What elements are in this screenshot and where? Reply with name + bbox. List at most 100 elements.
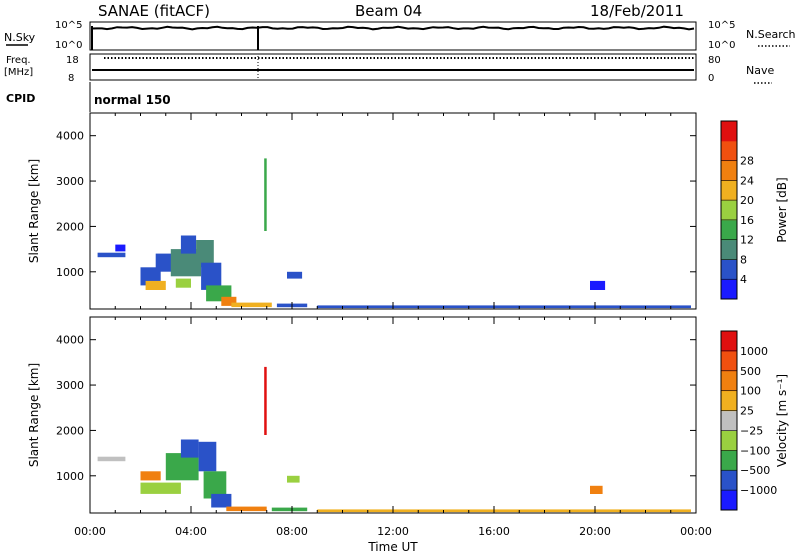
velocity-data-region: [140, 482, 181, 494]
nsky-panel-frame: [89, 21, 697, 51]
colorbar-swatch: [721, 140, 737, 162]
y-axis-title: Slant Range [km]: [27, 159, 41, 263]
freq-top-tick: 18: [66, 55, 79, 66]
power-data-region: [175, 278, 191, 288]
power-data-region: [140, 267, 161, 286]
colorbar-swatch: [721, 470, 737, 491]
colorbar-swatch: [721, 200, 737, 221]
colorbar-tick-label: −1000: [740, 484, 777, 497]
colorbar-title: Power [dB]: [775, 177, 789, 242]
date-title: 18/Feb/2011: [590, 2, 684, 20]
colorbar-swatch: [721, 259, 737, 280]
colorbar-swatch: [721, 331, 737, 352]
nsky-trace: [91, 25, 695, 31]
power-data-region: [590, 280, 606, 290]
colorbar-tick-label: 28: [740, 155, 754, 168]
velocity-panel: 1000 2000 3000 4000 00:00 04:00 08:00 12:00 16:0…: [27, 316, 712, 554]
freq-bottom-tick: 8: [68, 73, 74, 84]
power-data-region: [201, 262, 222, 290]
power-data-region: [231, 302, 272, 308]
colorbar-tick-label: 1000: [740, 345, 768, 358]
velocity-data-region: [97, 456, 126, 462]
colorbar-swatch: [721, 450, 737, 471]
beam-title: Beam 04: [355, 2, 422, 20]
freq-label-line2: [MHz]: [4, 67, 33, 78]
power-data-region: [196, 240, 214, 268]
cpid-value: normal 150: [94, 93, 171, 107]
x-tick-label: 16:00: [478, 525, 510, 538]
nsky-top-tick: 10^5: [55, 20, 82, 31]
colorbar-tick-label: 100: [740, 385, 761, 398]
colorbar-tick-label: 8: [740, 253, 747, 266]
velocity-data-region: [180, 439, 199, 458]
y-tick-label: 4000: [56, 334, 84, 347]
colorbar-tick-label: 25: [740, 405, 754, 418]
colorbar-tick-label: −100: [740, 444, 770, 457]
velocity-data-region: [317, 509, 691, 513]
power-data-region: [180, 235, 197, 254]
x-tick-label: 00:00: [74, 525, 106, 538]
y-tick-label: 4000: [56, 130, 84, 143]
power-data-region: [287, 271, 303, 279]
y-tick-label: 1000: [56, 266, 84, 279]
velocity-data-region: [203, 471, 227, 499]
colorbar-tick-label: 16: [740, 214, 754, 227]
y-axis-title: Slant Range [km]: [27, 363, 41, 467]
y-tick-label: 3000: [56, 379, 84, 392]
nave-label: Nave: [746, 64, 774, 77]
power-data-region: [264, 158, 267, 231]
x-tick-label: 00:00: [680, 525, 712, 538]
colorbar-swatch: [721, 430, 737, 451]
x-tick-label: 20:00: [579, 525, 611, 538]
colorbar-title: Velocity [m s⁻¹]: [775, 374, 789, 467]
colorbar-tick-label: 24: [740, 174, 754, 187]
colorbar-tick-label: 20: [740, 194, 754, 207]
nsky-label: N.Sky: [4, 31, 36, 44]
colorbar-tick-label: −25: [740, 424, 763, 437]
velocity-data-region: [140, 471, 161, 481]
power-panel: 1000 2000 3000 4000 Slant Range [km]: [27, 112, 697, 310]
power-colorbar: 4 8 12 16 20 24 28 Power [dB]: [720, 120, 789, 300]
velocity-data-region: [264, 366, 267, 435]
colorbar-swatch: [721, 370, 737, 392]
colorbar-swatch: [721, 490, 737, 511]
x-axis-title: Time UT: [367, 540, 418, 554]
colorbar-swatch: [721, 239, 737, 260]
cpid-label: CPID: [6, 92, 35, 105]
velocity-data-region: [590, 485, 603, 494]
x-tick-label: 12:00: [377, 525, 409, 538]
y-tick-label: 2000: [56, 424, 84, 437]
power-data-region: [317, 305, 691, 309]
power-data-region: [145, 280, 166, 290]
colorbar-swatch: [721, 279, 737, 300]
colorbar-frame: [720, 120, 738, 300]
colorbar-tick-label: 12: [740, 234, 754, 247]
colorbar-swatch: [721, 160, 737, 181]
x-tick-label: 04:00: [175, 525, 207, 538]
colorbar-swatch: [721, 219, 737, 241]
velocity-colorbar: 1000 500 100 25 −25 −100 −500 −1000 Velocity [m …: [720, 330, 789, 511]
colorbar-swatch: [721, 410, 737, 431]
colorbar-swatch: [721, 121, 737, 142]
nsearch-label: N.Search: [746, 28, 796, 41]
nave-top-tick: 80: [708, 55, 721, 66]
colorbar-tick-label: 500: [740, 365, 761, 378]
velocity-data-region: [165, 453, 199, 481]
x-tick-label: 08:00: [276, 525, 308, 538]
colorbar-swatch: [721, 350, 737, 372]
velocity-data-region: [198, 441, 217, 472]
power-data-region: [97, 252, 126, 258]
colorbar-tick-label: −500: [740, 464, 770, 477]
y-tick-label: 1000: [56, 470, 84, 483]
velocity-data-region: [226, 506, 267, 512]
velocity-data-region: [271, 507, 308, 512]
freq-label-line1: Freq.: [6, 55, 31, 66]
velocity-data-region: [287, 475, 300, 483]
power-data-region: [221, 296, 237, 306]
velocity-data-region: [211, 493, 232, 508]
power-data-region: [170, 249, 202, 277]
power-data-region: [115, 244, 126, 252]
freq-panel-frame: [89, 53, 697, 81]
nsearch-top-tick: 10^5: [708, 20, 735, 31]
